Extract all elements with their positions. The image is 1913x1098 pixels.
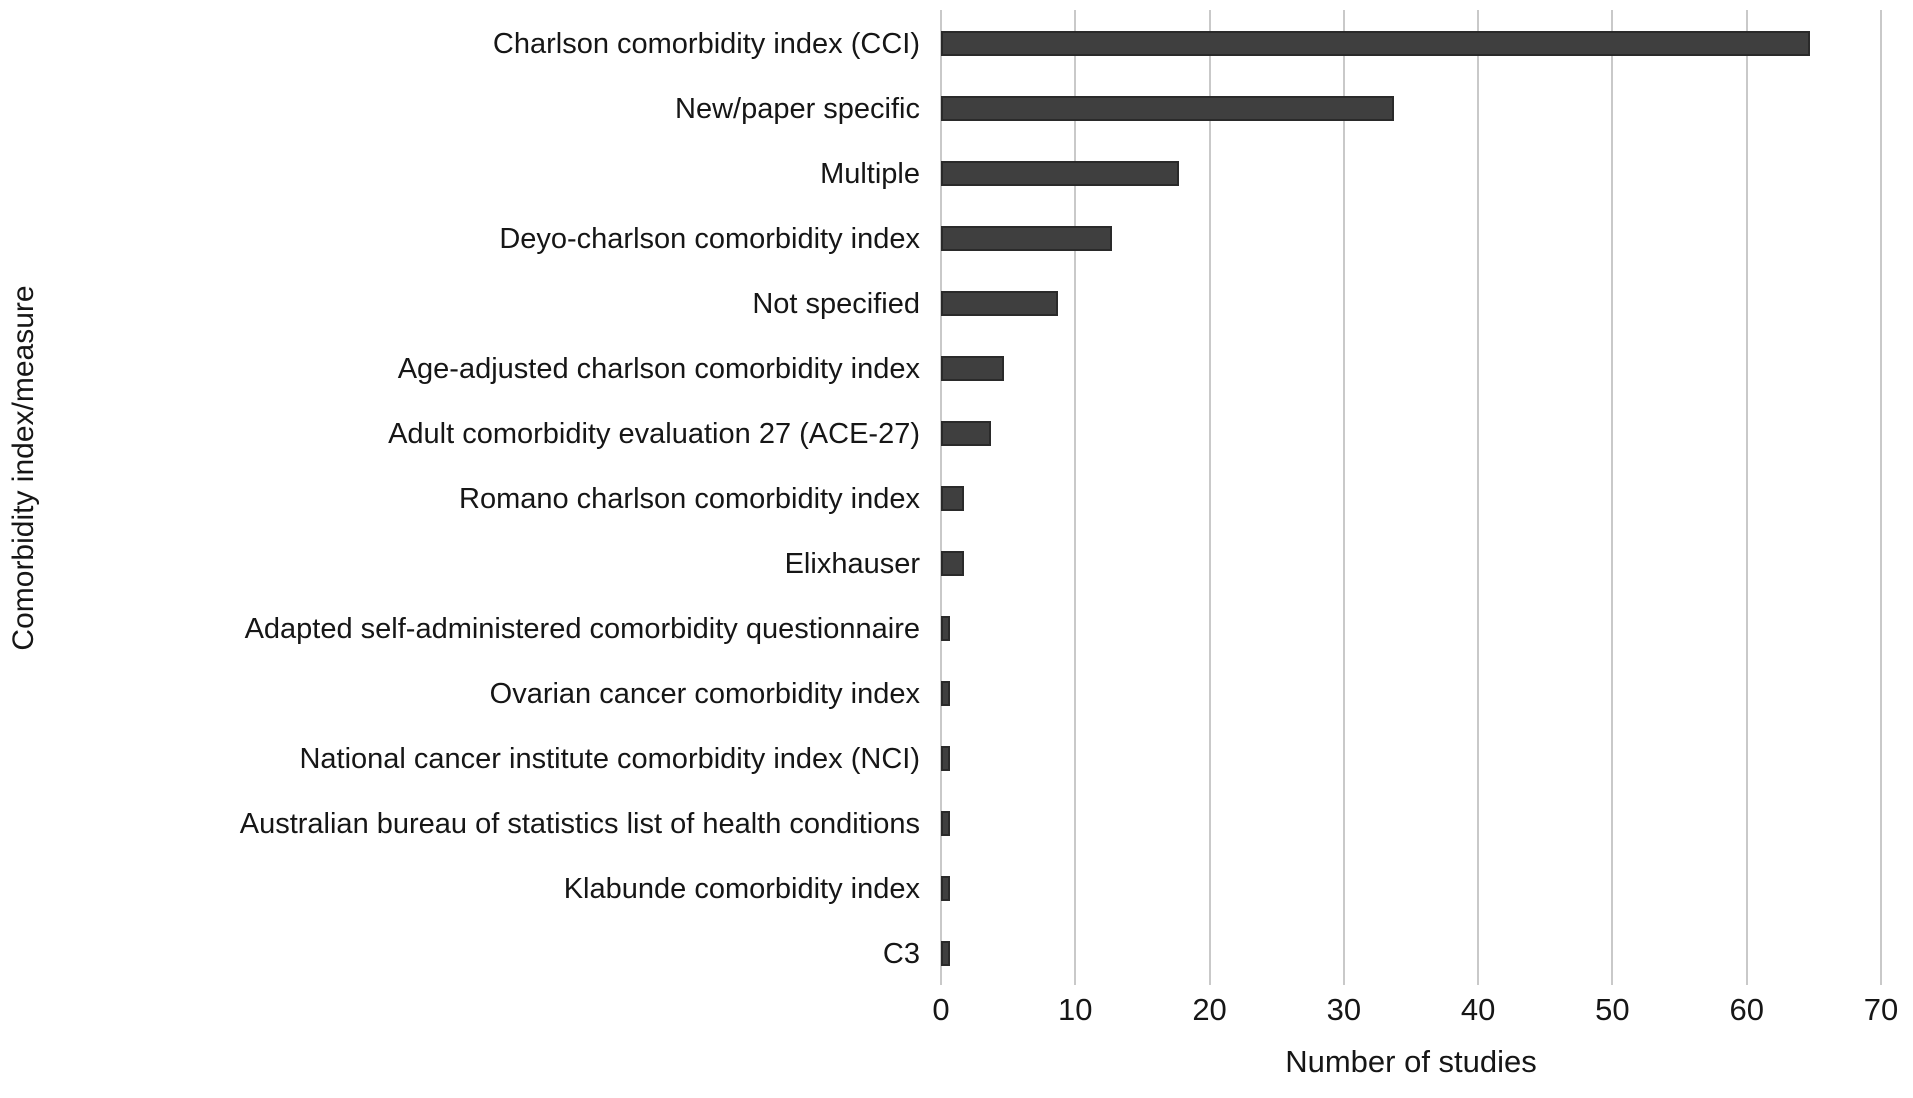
gridline-x-10 (1074, 10, 1077, 985)
category-label: C3 (882, 937, 920, 970)
bar (941, 31, 1810, 56)
category-label: Adult comorbidity evaluation 27 (ACE-27) (388, 417, 920, 450)
gridline-x-20 (1208, 10, 1211, 985)
gridline-x-50 (1611, 10, 1614, 985)
category-label: New/paper specific (675, 92, 920, 125)
plot-area (940, 10, 1882, 985)
gridline-x-40 (1477, 10, 1480, 985)
x-tick-label: 40 (1460, 992, 1496, 1027)
bar (941, 421, 991, 446)
x-tick-label: 0 (932, 992, 950, 1027)
x-tick-label: 30 (1326, 992, 1362, 1027)
category-label: Adapted self-administered comorbidity qu… (244, 612, 920, 645)
y-axis-title: Comorbidity index/measure (7, 285, 40, 651)
category-label: Australian bureau of statistics list of … (239, 807, 920, 840)
category-label: Not specified (752, 287, 920, 320)
gridline-x-70 (1880, 10, 1882, 985)
bar (941, 486, 964, 511)
x-tick-label: 60 (1729, 992, 1764, 1027)
x-tick-label: 10 (1058, 992, 1093, 1027)
bar (941, 876, 951, 901)
category-label: Deyo-charlson comorbidity index (499, 222, 920, 255)
bar (941, 811, 951, 836)
gridline-x-60 (1745, 10, 1748, 985)
bar (941, 161, 1179, 186)
category-label: Ovarian cancer comorbidity index (489, 677, 920, 710)
x-tick-label: 20 (1192, 992, 1227, 1027)
x-tick-label: 70 (1863, 992, 1899, 1027)
bar (941, 291, 1058, 316)
bar (941, 746, 951, 771)
bar (941, 681, 951, 706)
category-label: Romano charlson comorbidity index (459, 482, 920, 515)
category-label: National cancer institute comorbidity in… (299, 742, 920, 775)
bar (941, 941, 951, 966)
category-label: Age-adjusted charlson comorbidity index (397, 352, 920, 385)
bar (941, 551, 964, 576)
bar (941, 616, 951, 641)
bar (941, 356, 1005, 381)
bar (941, 96, 1394, 121)
bar (941, 226, 1112, 251)
category-label: Multiple (820, 157, 920, 190)
x-tick-label: 50 (1595, 992, 1630, 1027)
x-axis-title: Number of studies (1285, 1044, 1537, 1079)
category-label: Klabunde comorbidity index (563, 872, 920, 905)
category-label: Elixhauser (784, 547, 920, 580)
category-label: Charlson comorbidity index (CCI) (492, 27, 920, 60)
gridline-x-30 (1342, 10, 1345, 985)
